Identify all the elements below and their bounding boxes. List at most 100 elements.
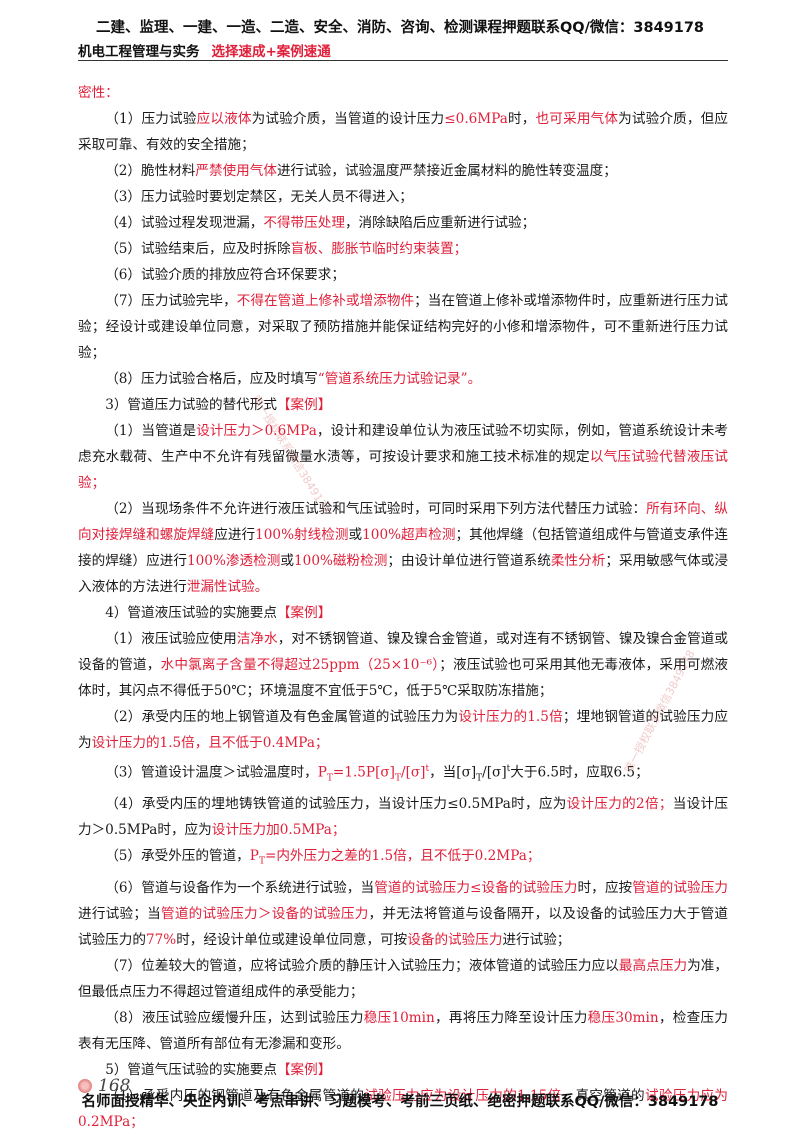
highlight-text: 100%超声检测 [362,527,456,543]
body-text: 进行试验，试验温度严禁接近金属材料的脆性转变温度； [276,163,617,179]
highlight-text: 设计压力的1.5倍，且不低于0.4MPa； [91,735,329,751]
paragraph: （2）当现场条件不允许进行液压试验和气压试验时，可同时采用下列方法代替压力试验：… [78,496,728,600]
body-text: ，对不锈钢管道、镍及镍合金管道，或对连有不锈钢管、镍及镍合金管道或设备的管道， [78,631,729,673]
body-text: ，设计和建设单位认为液压试验不切实际，例如，管道系统设计未考虑充水载荷、生产中不… [78,423,729,465]
document-body: 密性： （1）压力试验应以液体为试验介质，当管道的设计压力≤0.6MPa时，也可采… [78,80,728,1135]
body-text: ；其他焊缝（包括管道组成件与管道支承件连接的焊缝）应进行 [78,527,728,569]
paragraph-lead: 密性： [78,80,728,106]
body-text: （6）试验介质的排放应符合环保要求； [105,267,345,283]
book-title: 机电工程管理与实务 [78,44,200,60]
paragraph: （5）承受外压的管道，PT=内外压力之差的1.5倍，且不低于0.2MPa； [78,843,728,875]
page-number: 168 [98,1076,131,1096]
highlight-text: 不得带压处理 [263,215,345,231]
body-text: 时，经设计单位或建设单位同意，可按 [176,931,408,948]
body-text: （1）当管道是 [105,423,197,439]
paragraph: （5）试验结束后，应及时拆除盲板、膨胀节临时约束装置； [78,236,728,262]
paragraph: （1）压力试验应以液体为试验介质，当管道的设计压力≤0.6MPa时，也可采用气体… [78,106,728,158]
paragraph: （3）管道设计温度＞试验温度时，PT=1.5P[σ]T/[σ]t，当[σ]T/[… [78,756,728,791]
paragraph: （8）压力试验合格后，应及时填写“管道系统压力试验记录”。 [78,366,728,392]
body-text: 4）管道液压试验的实施要点 [105,605,277,621]
highlight-text: 设计压力加0.5MPa； [211,822,346,839]
body-text: 为试验介质，但应采取可靠、有效的安全措施； [78,111,729,153]
body-text: ，当[σ] [429,764,477,781]
body-text: ，真空管道的 [561,1087,645,1104]
highlight-text: 设备的试验压力 [407,931,503,948]
paragraph: （7）压力试验完毕，不得在管道上修补或增添物件；当在管道上修补或增添物件时，应重… [78,288,728,366]
body-text: 大于6.5时，应取6.5； [510,764,649,781]
highlight-text: 密性： [78,85,119,101]
highlight-text: 洁净水 [236,631,278,647]
highlight-text: 【案例】 [276,605,332,621]
highlight-text: 严禁使用气体 [195,163,277,179]
highlight-text: 最高点压力 [618,957,688,974]
seal-icon [78,1079,92,1093]
body-text: ；采用敏感气体或浸入液体的方法进行 [78,553,728,595]
body-text: 为试验介质，当管道的设计压力 [251,111,445,127]
body-text: 进行试验；当 [78,905,162,922]
body-text: ；液压试验也可采用其他无毒液体，采用可燃液体时，其闪点不得低于50℃；环境温度不… [78,657,729,699]
highlight-text: 【案例】 [276,397,332,413]
body-text: （3）压力试验时要划定禁区，无关人员不得进入； [105,189,413,205]
highlight-text: 100%磁粉检测 [294,553,388,569]
body-text: 5）管道气压试验的实施要点 [105,1061,277,1078]
body-text: （3）管道设计温度＞试验温度时， [105,764,318,781]
highlight-text: t [425,764,430,774]
highlight-text: 应以液体 [196,111,252,127]
body-text: ；由设计单位进行管道系统 [387,553,551,569]
body-text: （1）承受内压的钢管道及有色金属管道的 [105,1087,365,1104]
body-text: （8）压力试验合格后，应及时填写 [105,371,318,387]
highlight-text: 不得在管道上修补或增添物件 [236,293,415,309]
body-text: ，检查压力表有无压降、管道所有部位有无渗漏和变形。 [78,1009,728,1052]
body-text: 时， [507,111,536,127]
body-text: （7）压力试验完毕， [105,293,237,309]
body-text: （8）液压试验应缓慢升压，达到试验压力 [105,1009,364,1026]
body-text: ，消除缺陷后应重新进行试验； [344,215,536,231]
paragraph: （7）位差较大的管道，应将试验介质的静压计入试验压力；液体管道的试验压力应以最高… [78,953,728,1005]
highlight-text: T [258,856,265,867]
paragraph: 4）管道液压试验的实施要点【案例】 [78,600,728,626]
body-text: （7）位差较大的管道，应将试验介质的静压计入试验压力；液体管道的试验压力应以 [105,957,619,974]
highlight-text: 试验压力应为设计压力的1.15倍 [364,1087,562,1104]
body-text: 时，应按 [577,879,633,896]
highlight-text: 水中氯离子含量不得超过25ppm（25×10⁻⁶） [160,657,440,673]
bottom-contact-banner: 名师面授精华、央企内训、考点串讲、习题模考、考前三页纸、绝密押题联系QQ/微信：… [81,1094,719,1110]
body-text: /[σ] [482,764,507,781]
paragraph: （3）压力试验时要划定禁区，无关人员不得进入； [78,184,728,210]
highlight-text: 【案例】 [276,1061,332,1078]
highlight-text: ≤0.6MPa [444,111,508,127]
body-text: ；埋地钢管道的试验压力应为 [78,709,728,751]
paragraph: （2）承受内压的地上钢管道及有色金属管道的试验压力为设计压力的1.5倍；埋地钢管… [78,704,728,756]
highlight-text: /[σ] [400,764,426,781]
body-text: （6）管道与设备作为一个系统进行试验，当 [105,879,375,896]
paragraph: （8）液压试验应缓慢升压，达到试验压力稳压10min，再将压力降至设计压力稳压3… [78,1005,728,1057]
highlight-text: 100%渗透检测 [187,553,281,569]
highlight-text: 以气压试验代替液压试验； [78,449,728,491]
highlight-text: 也可采用气体 [535,111,619,127]
highlight-text: “管道系统压力试验记录”。 [317,371,482,387]
highlight-text: 管道的试验压力 [632,879,729,896]
body-text: （5）承受外压的管道， [105,848,250,865]
highlight-text: 设计压力的1.5倍 [458,709,563,725]
highlight-text: =内外压力之差的1.5倍，且不低于0.2MPa； [264,848,541,865]
highlight-text: 盲板、膨胀节临时约束装置； [290,241,468,257]
body-text: 应进行 [214,527,256,543]
body-text: T [476,773,483,784]
body-text: （4）试验过程发现泄漏， [105,215,264,231]
body-text: t [506,764,511,774]
highlight-text: 柔性分析 [550,553,606,569]
body-text: （4）承受内压的埋地铸铁管道的试验压力，当设计压力≤0.5MPa时，应为 [105,796,567,813]
body-text: 进行试验； [502,931,571,948]
highlight-text: 所有环向、纵向对接焊缝和螺旋焊缝 [78,501,728,543]
body-text: （2）脆性材料 [105,163,196,179]
body-text: （2）承受内压的地上钢管道及有色金属管道的试验压力为 [105,709,459,725]
body-text: 或 [348,527,363,543]
highlight-text: 稳压10min [363,1009,435,1026]
highlight-text: 稳压30min [587,1009,659,1026]
highlight-text: 77% [145,931,177,948]
highlight-text: 泄漏性试验。 [186,579,269,595]
body-text: 为准，但最低点压力不得超过管道组成件的承受能力； [78,957,729,1000]
highlight-text: P [249,848,259,865]
body-text: 或 [280,553,295,569]
highlight-text: 管道的试验压力≤设备的试验压力 [374,879,578,896]
body-text: 当设计压力＞0.5MPa时，应为 [78,796,729,839]
